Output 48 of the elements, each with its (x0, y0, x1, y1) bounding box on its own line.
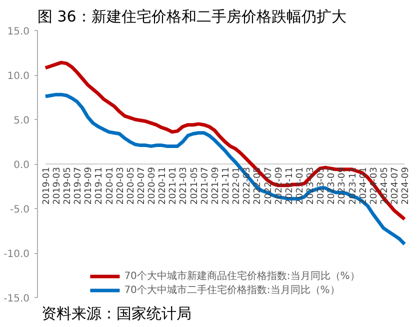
x-tick-label: 2020-11 (158, 166, 168, 205)
x-tick-label: 2020-07 (136, 166, 147, 205)
x-tick-label: 2023-11 (348, 166, 358, 205)
x-tick-label: 2021-05 (190, 166, 200, 205)
x-tick-label: 2021-09 (210, 166, 221, 205)
x-tick-label: 2024-05 (380, 166, 390, 205)
x-tick-label: 2020-05 (126, 166, 136, 205)
y-tick-label: -5.0 (10, 204, 30, 216)
legend-label: 70个大中城市二手住宅价格指数:当月同比（%） (124, 284, 340, 297)
x-tick-label: 2023-07 (327, 166, 338, 205)
x-tick-label: 2019-03 (52, 166, 62, 205)
legend-label: 70个大中城市新建商品住宅价格指数:当月同比（%） (124, 270, 360, 283)
x-tick-label: 2023-09 (338, 166, 348, 205)
x-tick-label: 2023-01 (295, 166, 306, 205)
x-tick-label: 2019-01 (42, 166, 52, 205)
x-tick-label: 2020-01 (105, 166, 116, 205)
x-tick-label: 2023-05 (316, 166, 327, 205)
y-tick-label: -10.0 (4, 249, 30, 260)
x-tick-label: 2019-07 (74, 166, 84, 205)
chart-title: 图 36：新建住宅价格和二手房价格跌幅仍扩大 (38, 8, 346, 26)
line-series (44, 92, 406, 246)
y-tick-label: 5.0 (14, 116, 30, 126)
x-tick-label: 2021-11 (222, 166, 232, 205)
x-tick-label: 2021-07 (200, 166, 210, 205)
x-tick-label: 2019-05 (63, 166, 74, 205)
x-tick-label: 2022-05 (253, 166, 264, 205)
x-tick-label: 2021-01 (168, 166, 179, 205)
x-tick-label: 2024-07 (390, 166, 401, 205)
x-tick-label: 2020-03 (116, 166, 126, 205)
x-tick-label: 2019-09 (84, 166, 94, 205)
x-tick-label: 2019-11 (94, 166, 105, 205)
x-tick-label: 2024-09 (401, 166, 412, 205)
line-series (44, 60, 406, 221)
y-tick-label: -15.0 (4, 294, 30, 304)
x-tick-label: 2024-03 (369, 166, 380, 205)
y-tick-label: 10.0 (7, 71, 30, 82)
x-tick-label: 2023-03 (306, 166, 316, 205)
text: 资料来源：国家统计局 (42, 304, 192, 322)
x-tick-label: 2022-09 (274, 166, 284, 205)
x-tick-label: 2020-09 (148, 166, 158, 205)
x-tick-label: 2022-11 (284, 166, 295, 205)
x-tick-label: 2024-01 (358, 166, 369, 205)
y-tick-label: 0.0 (14, 160, 30, 171)
y-tick-label: 15.0 (7, 26, 30, 38)
x-tick-label: 2022-01 (232, 166, 242, 205)
x-tick-label: 2022-03 (242, 166, 253, 205)
x-tick-label: 2022-07 (264, 166, 274, 205)
x-tick-label: 2021-03 (179, 166, 190, 205)
